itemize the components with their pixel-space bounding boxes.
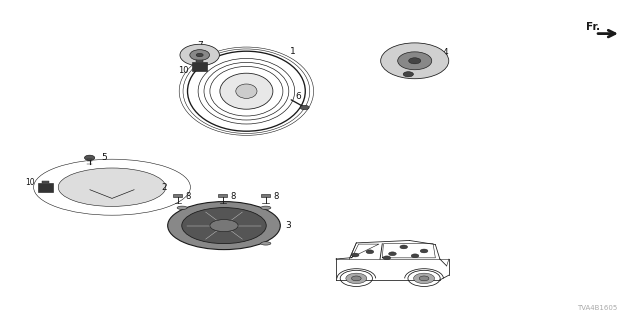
FancyBboxPatch shape <box>196 60 204 62</box>
Text: 8: 8 <box>186 192 191 201</box>
Text: 4: 4 <box>443 48 449 57</box>
Ellipse shape <box>220 73 273 109</box>
Ellipse shape <box>58 168 166 206</box>
Ellipse shape <box>210 220 238 232</box>
FancyBboxPatch shape <box>173 194 182 197</box>
Text: 3: 3 <box>285 221 291 230</box>
Text: 10: 10 <box>26 178 35 187</box>
Ellipse shape <box>236 84 257 99</box>
Circle shape <box>366 250 374 254</box>
Text: 7: 7 <box>198 41 203 50</box>
Circle shape <box>419 276 429 281</box>
Circle shape <box>420 249 428 253</box>
Ellipse shape <box>390 48 439 74</box>
FancyBboxPatch shape <box>42 181 49 183</box>
FancyBboxPatch shape <box>261 194 270 197</box>
Circle shape <box>300 105 309 110</box>
Text: 6: 6 <box>296 92 301 101</box>
Circle shape <box>409 58 421 64</box>
Ellipse shape <box>260 206 271 210</box>
Ellipse shape <box>177 206 188 210</box>
FancyBboxPatch shape <box>38 183 53 192</box>
Ellipse shape <box>186 47 214 63</box>
Text: 8: 8 <box>273 192 278 201</box>
Circle shape <box>351 253 359 257</box>
Text: 10: 10 <box>179 66 189 75</box>
Ellipse shape <box>397 52 432 70</box>
Text: Fr.: Fr. <box>586 22 600 32</box>
Circle shape <box>411 254 419 258</box>
Ellipse shape <box>182 208 266 244</box>
Circle shape <box>196 53 204 57</box>
Circle shape <box>351 276 361 281</box>
Circle shape <box>383 256 390 260</box>
Text: 5: 5 <box>101 153 107 162</box>
Ellipse shape <box>260 242 271 245</box>
Circle shape <box>403 72 413 77</box>
Ellipse shape <box>190 50 209 60</box>
Circle shape <box>400 245 408 249</box>
FancyBboxPatch shape <box>218 194 227 197</box>
Ellipse shape <box>381 43 449 79</box>
Text: 8: 8 <box>230 192 236 201</box>
Circle shape <box>388 252 396 256</box>
Text: 2: 2 <box>161 183 167 192</box>
Text: TVA4B1605: TVA4B1605 <box>577 305 618 311</box>
Circle shape <box>84 155 95 160</box>
Ellipse shape <box>180 44 220 66</box>
Text: 1: 1 <box>290 47 296 56</box>
FancyBboxPatch shape <box>192 62 207 71</box>
Ellipse shape <box>168 202 280 250</box>
Circle shape <box>413 273 435 284</box>
Text: 9: 9 <box>418 71 424 80</box>
Circle shape <box>346 273 367 284</box>
